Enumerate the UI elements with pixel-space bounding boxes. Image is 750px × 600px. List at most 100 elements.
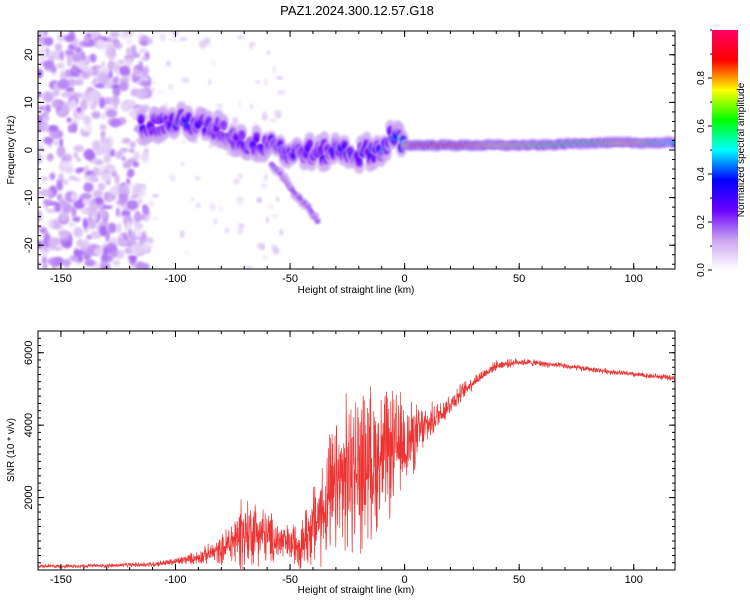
snr-x-tick-label: 50 [513, 574, 525, 586]
spectrogram-blob [237, 35, 244, 40]
spectrogram-blob [96, 72, 109, 85]
spectrogram-blob [245, 265, 253, 269]
spectrogram-blob [71, 53, 81, 63]
spectrogram-blob [130, 256, 136, 262]
spectrogram-blob [126, 173, 133, 178]
spectrogram-blob [46, 50, 59, 57]
spectrogram-blob [84, 123, 93, 135]
spectrogram-blob [38, 261, 42, 269]
spectrogram-blob [159, 33, 166, 42]
spectrogram-blob [170, 36, 178, 42]
spectrogram-blob [48, 125, 59, 132]
spectrogram-blob [106, 61, 115, 71]
spectrogram-blob [318, 148, 324, 154]
spectrogram-blob [62, 178, 69, 186]
spectrogram-blob [249, 103, 253, 110]
spectrogram-blob [88, 89, 100, 102]
spectrogram-blob [45, 104, 51, 114]
spectrogram-blob [270, 118, 276, 123]
spectrogram-blob [141, 56, 148, 61]
spectrogram-blob [76, 157, 82, 162]
spectrogram-blob [76, 106, 82, 113]
spectrogram-blob [66, 117, 72, 123]
spectrogram-blob [237, 173, 243, 180]
spectrogram-blob [130, 242, 143, 255]
spectrogram-blob [64, 49, 75, 56]
spectrogram-blob [263, 78, 268, 86]
spectrogram-blob [59, 50, 64, 61]
spectrogram-blob [215, 103, 223, 108]
spectrogram-blobs [38, 31, 675, 269]
spectrogram-blob [100, 172, 112, 182]
spectrogram-blob [43, 60, 55, 70]
colorbar-label: Normalized spectral amplitude [736, 82, 747, 217]
spectrogram-blob [138, 60, 144, 73]
spectrogram-blob [136, 88, 149, 98]
spectrogram-blob [38, 48, 45, 54]
spectrogram-blob [43, 115, 50, 122]
spectrogram-blob [116, 249, 125, 259]
spectrogram-blob [315, 219, 320, 224]
spectrogram-blob [275, 76, 284, 80]
spectrogram-blob [83, 35, 90, 44]
spectrogram-blob [78, 71, 84, 82]
spectrogram-blob [82, 208, 89, 214]
spectrogram-blob [41, 189, 53, 197]
spectrogram-blob [180, 139, 187, 144]
spectrogram-blob [128, 148, 135, 153]
spectrogram-blob [107, 222, 117, 234]
spectrogram-blob [268, 204, 274, 209]
spectrogram-blob [126, 220, 131, 231]
spectrogram-blob [261, 243, 265, 251]
spectrogram-blob [93, 246, 104, 257]
spectrogram-blob [150, 87, 156, 92]
spectrogram-blob [179, 36, 188, 42]
spectrogram-blob [93, 209, 99, 221]
spectrogram-blob [60, 159, 73, 168]
spectrogram-blob [65, 87, 75, 92]
spectrogram-blob [56, 181, 64, 191]
spectrogram-blob [67, 221, 77, 228]
spectrogram-x-tick-label: 100 [625, 273, 643, 285]
spectrogram-y-tick-label: 0 [23, 147, 35, 153]
spectrogram-blob [105, 242, 117, 253]
spectrogram-blob [117, 234, 124, 240]
spectrogram-blob [44, 36, 54, 46]
colorbar-gradient [712, 30, 738, 270]
spectrogram-blob [53, 140, 59, 146]
spectrogram-blob [93, 177, 99, 183]
spectrogram-blob [168, 84, 174, 90]
colorbar-tick-label: 0.0 [696, 263, 707, 277]
spectrogram-blob [263, 173, 268, 182]
spectrogram-blob [61, 202, 73, 214]
spectrogram-blob [273, 109, 281, 116]
colorbar-tick-label: 0.2 [696, 215, 707, 229]
spectrogram-blob [121, 155, 126, 162]
spectrogram-blob [54, 42, 63, 52]
snr-y-tick-label: 4000 [23, 413, 35, 437]
spectrogram-blob [90, 230, 102, 240]
spectrogram-blob [209, 202, 216, 211]
spectrogram-blob [79, 100, 88, 111]
spectrogram-blob [60, 71, 66, 77]
spectrogram-blob [104, 42, 114, 53]
spectrogram-blob [48, 153, 53, 163]
spectrogram-xlabel: Height of straight line (km) [298, 285, 415, 296]
colorbar: 0.0 0.2 0.4 0.6 0.8 Normalized spectral ampl… [696, 29, 747, 277]
spectrogram-blob [224, 227, 230, 233]
spectrogram-blob [238, 223, 245, 229]
spectrogram-blob [126, 101, 137, 108]
spectrogram-blob [125, 177, 131, 185]
spectrogram-blob [69, 99, 78, 111]
spectrogram-blob [52, 90, 60, 97]
snr-y-ticks: 2000 4000 6000 [23, 330, 675, 571]
snr-x-tick-label: -50 [282, 574, 298, 586]
spectrogram-blob [135, 261, 146, 269]
spectrogram-blob [147, 200, 155, 207]
spectrogram-y-ticks: -20 -10 0 10 20 [23, 35, 675, 265]
spectrogram-blob [58, 173, 64, 182]
spectrogram-blob [218, 204, 224, 213]
spectrogram-blob [87, 218, 97, 230]
spectrogram-x-tick-label: -50 [282, 273, 298, 285]
